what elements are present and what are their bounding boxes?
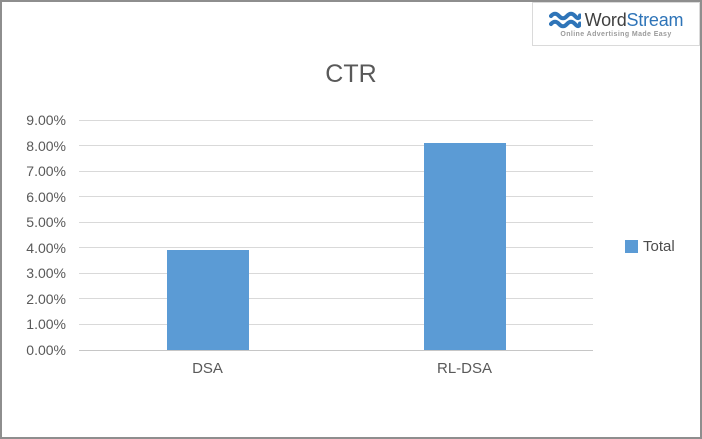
wordstream-logo: WordStream Online Advertising Made Easy [532,2,700,46]
gridline [79,196,593,198]
legend: Total [625,239,675,254]
legend-label: Total [643,238,675,255]
y-tick-label: 8.00% [26,137,66,154]
waves-icon [548,10,581,29]
brand-word: Word [584,9,627,30]
gridline [79,145,593,147]
y-tick-label: 3.00% [26,265,66,282]
x-category-label: DSA [192,360,223,377]
bar-rl-dsa [423,143,506,350]
chart-title: CTR [325,60,377,88]
y-tick-label: 4.00% [26,239,66,256]
gridline [79,298,593,300]
gridline [79,119,593,121]
x-axis-line [79,349,593,351]
gridline [79,221,593,223]
gridline [79,272,593,274]
y-tick-label: 6.00% [26,188,66,205]
x-category-label: RL-DSA [436,360,492,377]
gridline [79,247,593,249]
bar-dsa [166,250,249,350]
legend-swatch [625,240,638,253]
logo-row: WordStream [548,10,684,29]
brand-name: WordStream [585,11,684,29]
y-tick-label: 2.00% [26,290,66,307]
y-tick-label: 9.00% [26,112,66,128]
logo-tagline: Online Advertising Made Easy [560,31,672,38]
y-tick-label: 1.00% [26,316,66,333]
y-tick-label: 7.00% [26,163,66,180]
gridline [79,323,593,325]
brand-stream: Stream [626,9,684,30]
y-tick-label: 0.00% [26,342,66,358]
y-tick-label: 5.00% [26,214,66,231]
gridline [79,170,593,172]
